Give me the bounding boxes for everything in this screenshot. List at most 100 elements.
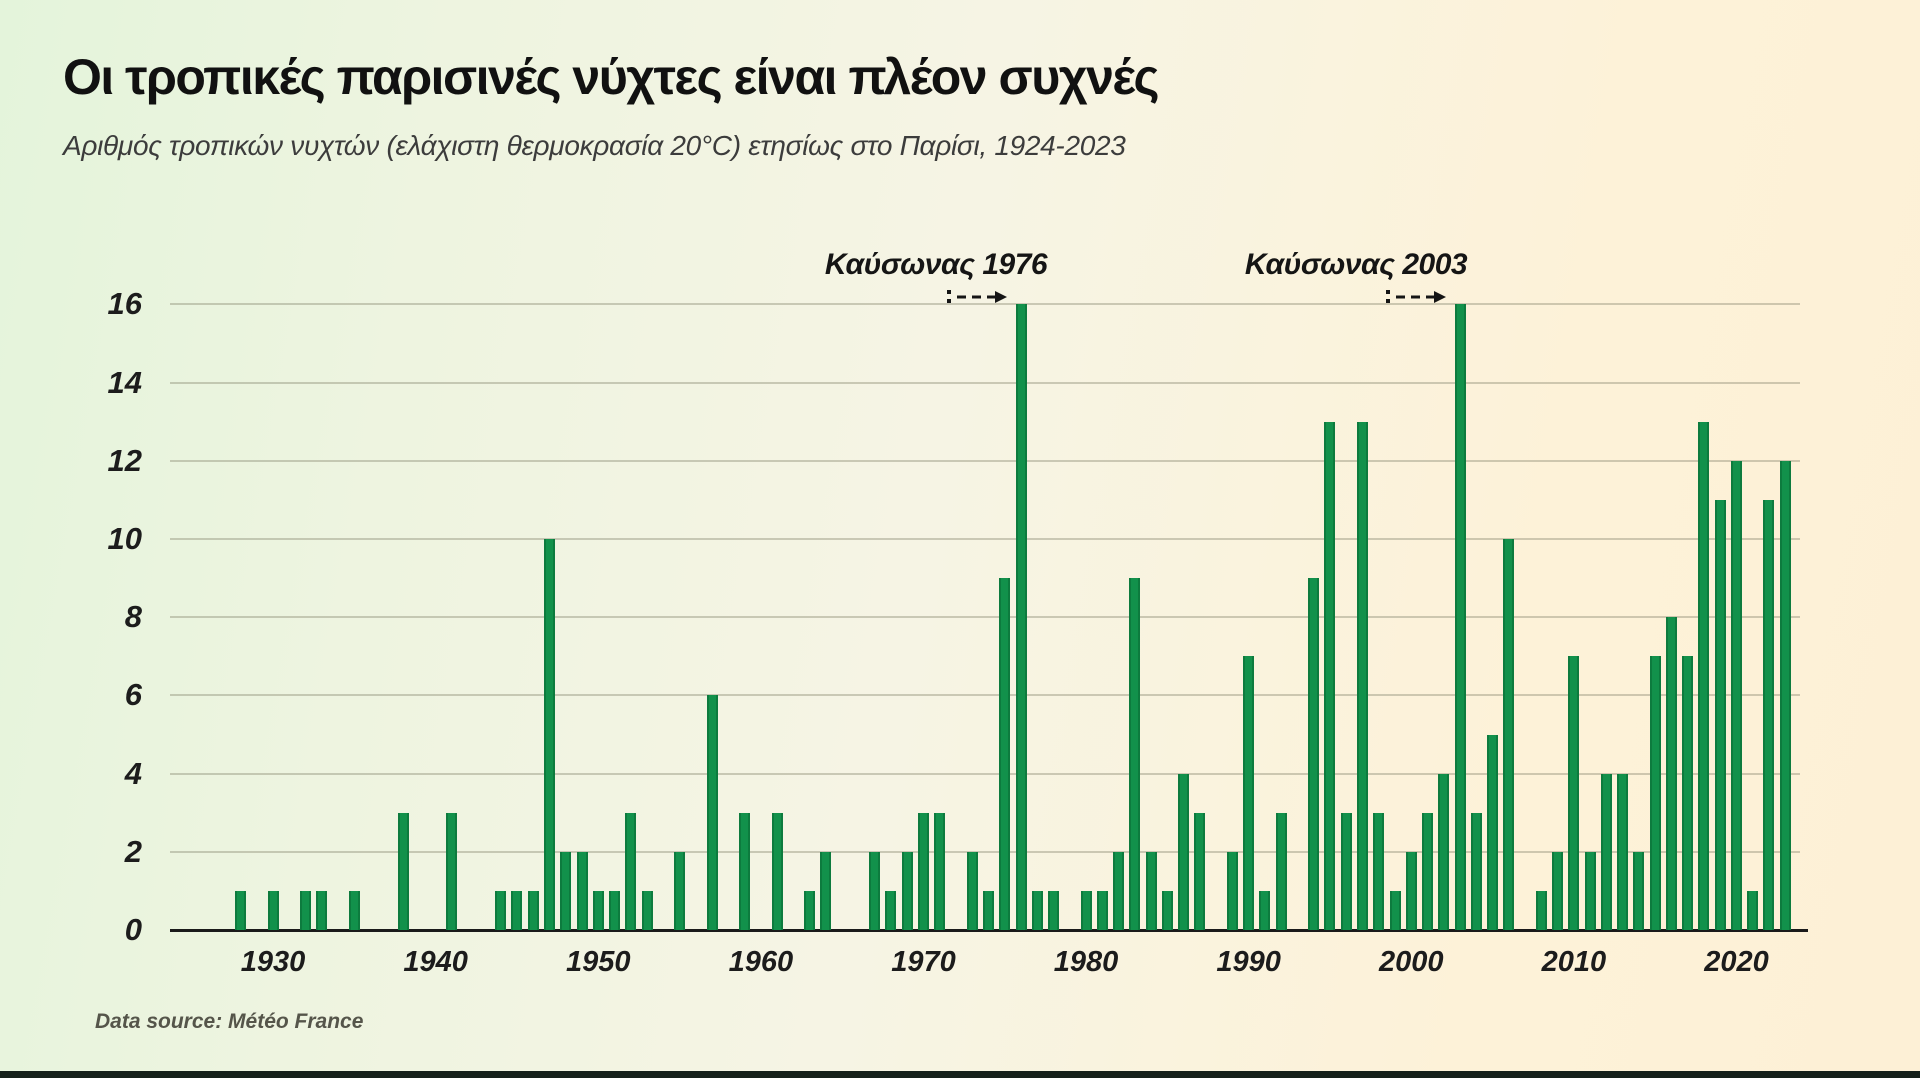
bar-1999 (1389, 890, 1401, 930)
y-tick-label-6: 6 (124, 677, 142, 713)
bar-1973 (966, 851, 978, 930)
annotation-arrow-1976 (947, 288, 1011, 313)
gridline-y6 (170, 694, 1800, 697)
bar-1980 (1080, 890, 1092, 930)
bar-2001 (1422, 812, 1434, 930)
bar-2017 (1682, 656, 1694, 930)
bar-1949 (576, 851, 588, 930)
bar-1944 (495, 890, 507, 930)
y-tick-label-14: 14 (107, 364, 142, 400)
y-tick-label-10: 10 (107, 521, 142, 556)
bar-1955 (674, 851, 686, 930)
bar-2002 (1438, 773, 1450, 930)
gridline-y10 (170, 538, 1800, 540)
bar-2019 (1714, 499, 1726, 930)
y-tick-label-12: 12 (107, 442, 142, 478)
bar-1948 (560, 851, 572, 930)
bar-2009 (1552, 851, 1564, 930)
bar-1933 (316, 890, 328, 930)
bar-2022 (1763, 499, 1775, 930)
bar-1996 (1340, 812, 1352, 930)
bar-1997 (1356, 421, 1368, 930)
gridline-y4 (170, 772, 1800, 775)
bar-1967 (869, 851, 881, 930)
chart-subtitle: Αριθμός τροπικών νυχτών (ελάχιστη θερμοκ… (63, 130, 1126, 161)
x-tick-label-1990: 1990 (1216, 946, 1281, 978)
bar-1974 (983, 890, 994, 930)
data-source: Data source: Météo France (95, 1010, 364, 1033)
x-tick-label-1940: 1940 (403, 946, 468, 978)
y-tick-label-16: 16 (107, 286, 142, 322)
bar-1987 (1194, 812, 1206, 930)
bar-2012 (1600, 773, 1612, 930)
bar-1982 (1113, 851, 1125, 930)
bar-1968 (885, 890, 897, 930)
bar-2011 (1584, 851, 1596, 930)
bar-1998 (1373, 812, 1385, 930)
bar-2016 (1665, 617, 1677, 930)
bar-2010 (1568, 656, 1580, 930)
bar-1995 (1324, 421, 1336, 930)
annotation-label-2003: Καύσωνας 2003 (1244, 248, 1468, 281)
bar-2005 (1487, 734, 1499, 930)
x-axis-line (170, 929, 1808, 932)
bottom-strip (0, 1071, 1920, 1078)
x-tick-label-1970: 1970 (891, 946, 956, 978)
bar-2020 (1730, 460, 1742, 930)
bar-1951 (609, 890, 621, 930)
bar-1975 (999, 578, 1011, 930)
bar-1983 (1129, 578, 1141, 930)
bar-2003 (1454, 304, 1466, 930)
bar-1978 (1048, 890, 1060, 930)
bar-1990 (1243, 656, 1255, 930)
gridline-y14 (170, 381, 1800, 384)
x-tick-label-1980: 1980 (1053, 946, 1119, 978)
bar-2018 (1698, 421, 1710, 930)
y-tick-label-4: 4 (124, 755, 142, 791)
gridline-y12 (170, 459, 1800, 462)
bar-1941 (446, 812, 458, 930)
bar-1963 (804, 890, 816, 930)
x-tick-label-1950: 1950 (565, 946, 631, 978)
bar-2021 (1747, 890, 1759, 930)
annotation-arrow-2003 (1386, 288, 1450, 313)
bar-1961 (771, 812, 783, 930)
x-tick-label-2020: 2020 (1704, 946, 1769, 978)
bar-1935 (348, 890, 360, 930)
bar-1928 (235, 890, 247, 930)
bar-1947 (543, 539, 555, 930)
bar-2013 (1617, 773, 1629, 930)
y-tick-label-2: 2 (124, 833, 142, 869)
gridline-y2 (170, 850, 1800, 853)
bar-1981 (1096, 890, 1108, 930)
bar-1985 (1161, 890, 1173, 930)
bar-1932 (300, 890, 312, 930)
bar-1971 (934, 812, 946, 930)
bar-1945 (511, 890, 523, 930)
bar-1957 (706, 695, 718, 930)
bar-2015 (1649, 656, 1661, 930)
chart-title: Οι τροπικές παρισινές νύχτες είναι πλέον… (63, 49, 1159, 105)
bar-1994 (1308, 578, 1320, 930)
x-tick-label-2010: 2010 (1541, 946, 1607, 978)
bar-2023 (1779, 460, 1791, 930)
bar-1950 (592, 890, 604, 930)
x-tick-label-1960: 1960 (728, 946, 794, 978)
bar-1989 (1226, 851, 1238, 930)
y-tick-label-0: 0 (124, 912, 142, 947)
x-tick-label-1930: 1930 (240, 946, 306, 978)
bar-1959 (739, 812, 751, 930)
bar-2004 (1470, 812, 1482, 930)
bar-1970 (917, 812, 929, 930)
bar-1992 (1275, 812, 1287, 930)
x-tick-label-2000: 2000 (1378, 946, 1444, 978)
bar-2006 (1503, 539, 1515, 930)
bar-1964 (820, 851, 832, 930)
bar-2008 (1535, 890, 1547, 930)
bar-2000 (1405, 851, 1417, 930)
bar-1953 (641, 890, 653, 930)
annotation-label-1976: Καύσωνας 1976 (824, 248, 1048, 281)
bar-1969 (901, 851, 913, 930)
